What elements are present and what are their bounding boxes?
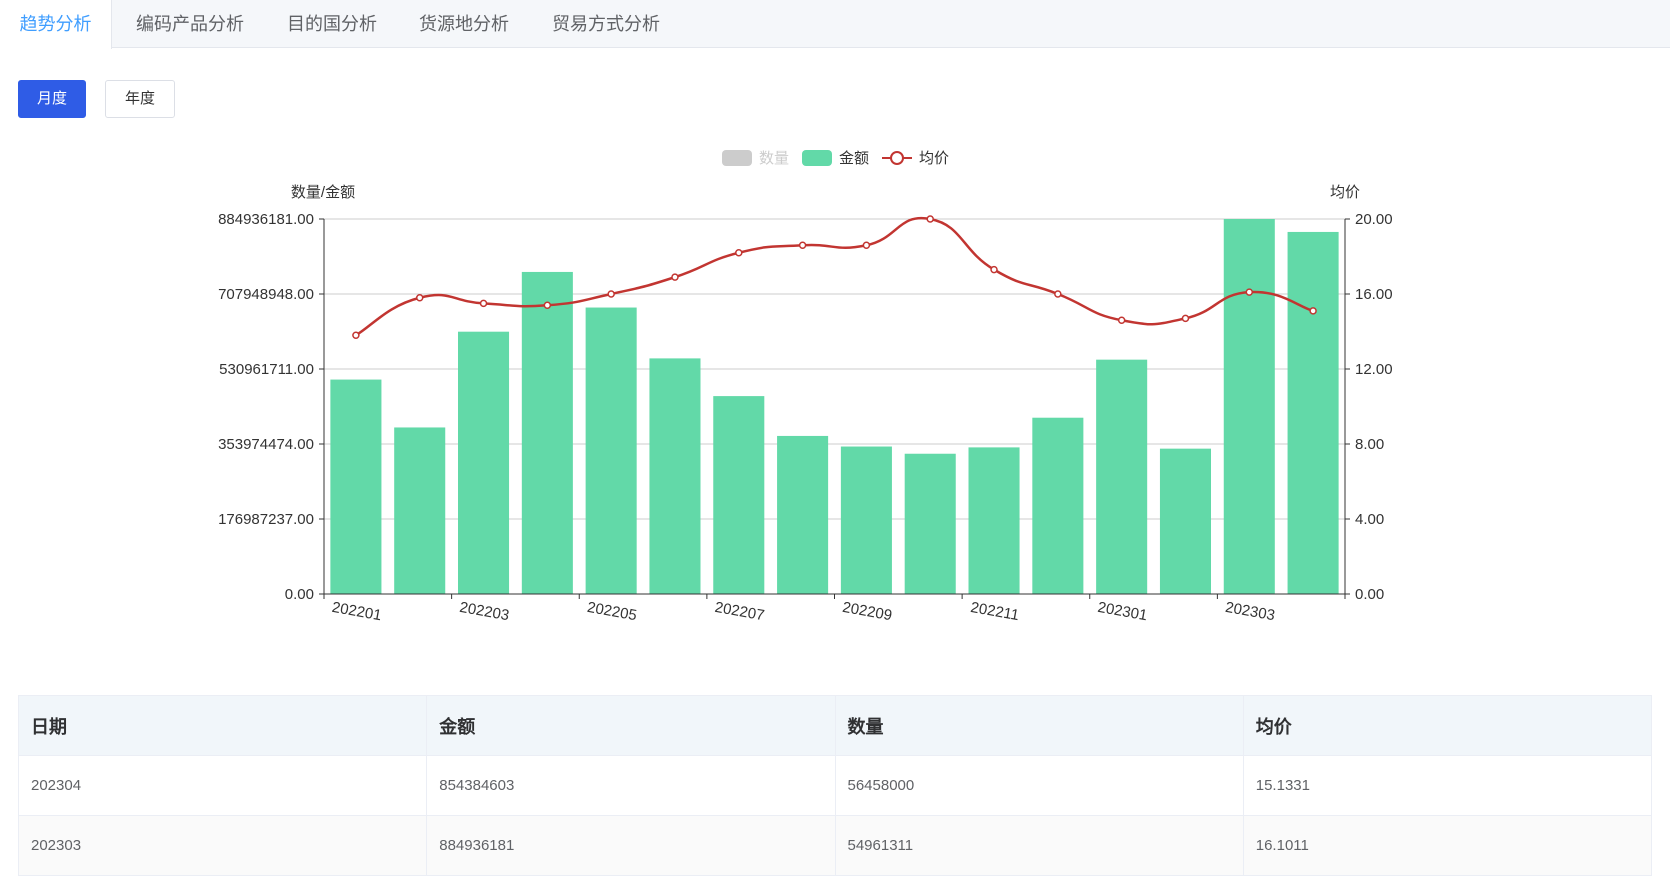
avg-price-line-path xyxy=(355,216,1314,337)
x-tick-label: 202211 xyxy=(969,599,1020,624)
chart-legend: 数量 金额 均价 xyxy=(722,150,949,167)
y-right-tick-label: 12.00 xyxy=(1355,361,1393,378)
y-right-tick-label: 8.00 xyxy=(1355,436,1384,453)
y-left-tick-label: 707948948.00 xyxy=(218,286,314,303)
avg-price-point xyxy=(926,215,934,223)
legend-item-avg-price[interactable]: 均价 xyxy=(882,150,949,167)
x-tick-label: 202205 xyxy=(586,599,638,624)
y-left-tick-label: 353974474.00 xyxy=(218,436,314,453)
legend-amount-label: 金额 xyxy=(839,150,869,167)
legend-avg-price-marker xyxy=(890,151,904,165)
avg-price-point xyxy=(1245,288,1254,296)
avg-price-line xyxy=(352,215,1317,339)
cell-amount: 884936181 xyxy=(426,815,836,876)
amount-bar xyxy=(649,358,701,594)
col-header-date: 日期 xyxy=(17,695,428,756)
x-tick-label: 202303 xyxy=(1224,599,1276,624)
y-left-tick-label: 530961711.00 xyxy=(219,361,314,378)
avg-price-point xyxy=(735,249,743,257)
amount-bars xyxy=(330,219,1339,594)
y-right-tick-label: 20.00 xyxy=(1355,211,1393,228)
cell-quantity: 56458000 xyxy=(834,755,1244,816)
cell-amount: 854384603 xyxy=(426,755,836,816)
x-tick-label: 202203 xyxy=(458,599,510,624)
trend-chart: 数量 金额 均价 数量/金额 均价 0.00 0.00 176987237.00 4.… xyxy=(218,150,1393,624)
x-tick-label: 202209 xyxy=(841,599,893,624)
avg-price-point xyxy=(479,299,488,308)
avg-price-point xyxy=(415,294,424,302)
avg-price-point xyxy=(1117,316,1126,324)
amount-bar xyxy=(1096,359,1148,594)
tab-code-product-analysis[interactable]: 编码产品分析 xyxy=(136,14,244,34)
avg-price-point xyxy=(543,301,552,309)
cell-avg-price: 15.1331 xyxy=(1242,755,1653,816)
y-left-tick-label: 0.00 xyxy=(285,586,314,603)
avg-price-point xyxy=(862,241,871,249)
amount-bar xyxy=(1032,417,1084,594)
tab-trade-mode-analysis[interactable]: 贸易方式分析 xyxy=(552,14,660,34)
legend-quantity-swatch xyxy=(722,150,752,166)
legend-item-quantity[interactable]: 数量 xyxy=(722,150,789,167)
amount-bar xyxy=(394,427,446,594)
cell-date: 202304 xyxy=(17,755,428,816)
amount-bar xyxy=(458,331,510,594)
amount-bar xyxy=(521,271,573,594)
yearly-button[interactable]: 年度 xyxy=(105,80,175,118)
col-header-amount: 金额 xyxy=(426,695,836,756)
amount-bar xyxy=(713,396,765,594)
col-header-avg-price: 均价 xyxy=(1242,695,1653,756)
legend-avg-price-label: 均价 xyxy=(919,150,949,167)
y-left-axis-name: 数量/金额 xyxy=(291,184,355,201)
cell-avg-price: 16.1011 xyxy=(1242,815,1653,876)
legend-amount-swatch xyxy=(802,150,832,166)
cell-date: 202303 xyxy=(17,815,428,876)
y-right-tick-label: 0.00 xyxy=(1355,586,1384,603)
amount-bar xyxy=(777,435,829,594)
avg-price-point xyxy=(671,273,679,281)
cell-quantity: 54961311 xyxy=(834,815,1244,876)
amount-bar xyxy=(1223,219,1275,594)
amount-bar xyxy=(968,447,1020,594)
avg-price-point xyxy=(352,331,360,339)
trend-table: 日期 金额 数量 均价 202304 854384603 56458000 15… xyxy=(17,695,1653,876)
tab-destination-analysis[interactable]: 目的国分析 xyxy=(287,14,377,34)
tab-source-analysis[interactable]: 货源地分析 xyxy=(419,14,509,34)
x-tick-label: 202201 xyxy=(331,599,383,624)
table-row: 202304 854384603 56458000 15.1331 xyxy=(17,755,1653,816)
y-right-tick-label: 16.00 xyxy=(1355,286,1393,303)
y-left-tick-label: 176987237.00 xyxy=(218,511,314,528)
legend-quantity-label: 数量 xyxy=(759,150,789,167)
y-right-tick-label: 4.00 xyxy=(1355,511,1384,528)
y-left-tick-label: 884936181.00 xyxy=(218,211,314,228)
x-tick-label: 202207 xyxy=(713,599,765,624)
amount-bar xyxy=(1159,448,1211,594)
amount-bar xyxy=(1287,231,1339,594)
legend-item-amount[interactable]: 金额 xyxy=(802,150,869,167)
y-right-axis-name: 均价 xyxy=(1330,184,1360,201)
avg-price-point xyxy=(990,265,998,274)
table-header-row: 日期 金额 数量 均价 xyxy=(17,695,1653,756)
tab-trend-analysis[interactable]: 趋势分析 xyxy=(0,0,112,49)
avg-price-point xyxy=(1054,290,1062,298)
monthly-button[interactable]: 月度 xyxy=(18,80,86,118)
avg-price-point xyxy=(1309,307,1317,315)
amount-bar xyxy=(840,446,892,594)
avg-price-point xyxy=(798,241,807,249)
amount-bar xyxy=(585,307,637,594)
avg-price-point xyxy=(1181,314,1190,323)
col-header-quantity: 数量 xyxy=(834,695,1244,756)
x-tick-label: 202301 xyxy=(1096,599,1148,624)
amount-bar xyxy=(904,453,956,594)
amount-bar xyxy=(330,379,382,594)
avg-price-point xyxy=(607,290,615,298)
table-row: 202303 884936181 54961311 16.1011 xyxy=(17,815,1653,876)
tab-bar: 趋势分析 编码产品分析 目的国分析 货源地分析 贸易方式分析 xyxy=(0,0,1670,49)
